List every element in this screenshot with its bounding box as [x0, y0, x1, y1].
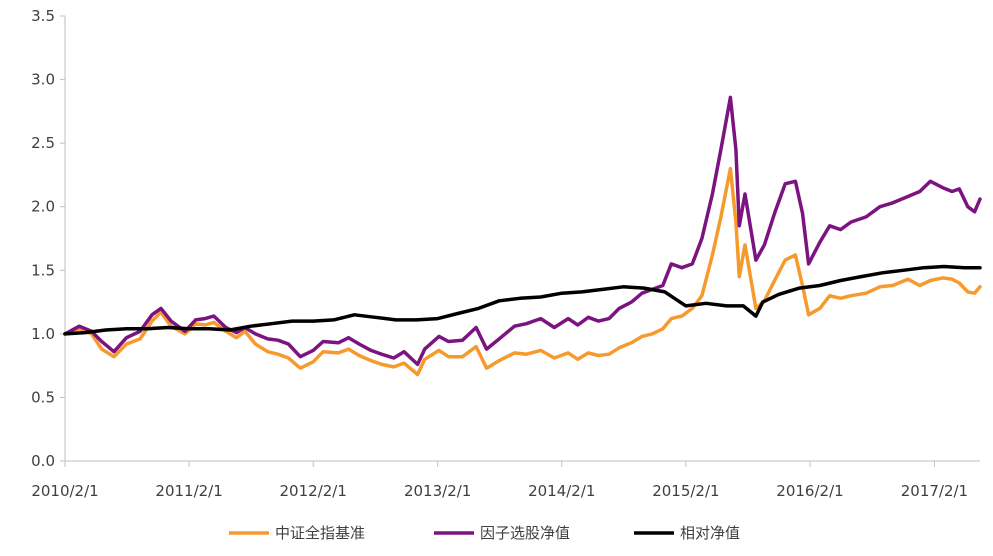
series-line-3 [63, 264, 982, 336]
y-tick-label: 0.0 [31, 452, 55, 470]
legend-item: 相对净值 [634, 524, 740, 542]
y-tick-label: 2.0 [31, 198, 55, 216]
legend-label: 中证全指基准 [275, 524, 365, 542]
x-tick-label: 2013/2/1 [404, 482, 471, 500]
y-tick-label: 1.0 [31, 325, 55, 343]
x-tick-label: 2011/2/1 [155, 482, 222, 500]
y-tick-label: 1.5 [31, 261, 55, 279]
x-tick-label: 2017/2/1 [901, 482, 968, 500]
x-tick-label: 2014/2/1 [528, 482, 595, 500]
legend-item: 中证全指基准 [229, 524, 365, 542]
y-axis: 0.0 0.5 1.0 1.5 2.0 2.5 3.0 3.5 [31, 7, 66, 470]
legend: 中证全指基准 因子选股净值 相对净值 [229, 524, 740, 542]
x-tick-label: 2016/2/1 [776, 482, 843, 500]
legend-item: 因子选股净值 [434, 524, 570, 542]
x-tick-label: 2010/2/1 [31, 482, 98, 500]
x-tick-label: 2015/2/1 [652, 482, 719, 500]
series-line-1 [63, 166, 982, 377]
y-tick-label: 3.0 [31, 71, 55, 89]
legend-label: 相对净值 [680, 524, 740, 542]
series-layer [63, 95, 982, 377]
x-axis: 2010/2/1 2011/2/1 2012/2/1 2013/2/1 2014/2/1… [31, 460, 980, 500]
legend-label: 因子选股净值 [480, 524, 570, 542]
y-tick-label: 3.5 [31, 7, 55, 25]
x-tick-label: 2012/2/1 [280, 482, 347, 500]
y-tick-label: 0.5 [31, 388, 55, 406]
y-tick-label: 2.5 [31, 134, 55, 152]
